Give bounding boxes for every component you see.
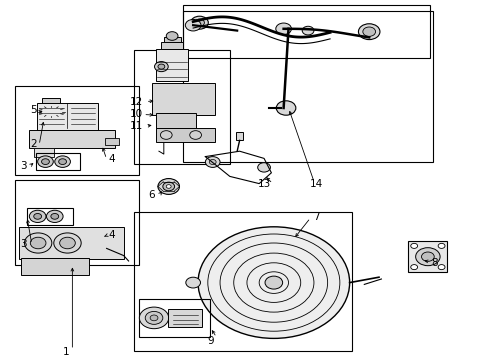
Circle shape xyxy=(358,24,379,40)
Bar xyxy=(235,132,243,140)
Bar xyxy=(183,11,432,162)
Circle shape xyxy=(163,182,174,191)
Circle shape xyxy=(41,159,49,165)
Circle shape xyxy=(60,237,75,249)
Bar xyxy=(41,98,60,103)
Circle shape xyxy=(42,105,60,118)
Circle shape xyxy=(410,243,417,248)
Circle shape xyxy=(55,156,70,167)
Circle shape xyxy=(421,252,433,261)
Bar xyxy=(161,42,183,49)
Text: 4: 4 xyxy=(108,230,115,240)
Bar xyxy=(151,83,215,115)
Bar xyxy=(156,128,215,142)
Text: 8: 8 xyxy=(430,258,437,268)
Bar xyxy=(34,148,54,157)
Circle shape xyxy=(264,276,282,289)
Circle shape xyxy=(362,27,375,36)
Circle shape xyxy=(302,26,313,35)
Bar xyxy=(29,130,115,148)
Bar xyxy=(163,37,181,42)
Circle shape xyxy=(205,157,220,167)
Circle shape xyxy=(38,156,53,167)
Circle shape xyxy=(437,243,444,248)
Circle shape xyxy=(38,102,65,122)
Circle shape xyxy=(154,62,168,72)
Bar xyxy=(37,103,98,130)
Bar xyxy=(407,241,447,272)
Circle shape xyxy=(30,237,46,249)
Circle shape xyxy=(51,213,59,219)
Text: 12: 12 xyxy=(130,96,143,107)
Text: 13: 13 xyxy=(257,179,270,189)
Circle shape xyxy=(158,64,164,69)
Circle shape xyxy=(166,185,171,188)
Circle shape xyxy=(275,23,291,35)
Bar xyxy=(139,299,210,337)
Circle shape xyxy=(190,16,208,29)
Circle shape xyxy=(257,163,270,172)
Text: 11: 11 xyxy=(130,121,143,131)
Circle shape xyxy=(54,233,81,253)
Circle shape xyxy=(209,159,216,165)
Text: 1: 1 xyxy=(62,347,69,357)
Circle shape xyxy=(34,213,41,219)
Circle shape xyxy=(59,159,66,165)
Circle shape xyxy=(185,277,200,288)
Bar xyxy=(183,5,429,58)
Bar xyxy=(134,212,351,351)
Bar xyxy=(21,258,89,275)
Circle shape xyxy=(24,233,52,253)
Circle shape xyxy=(145,311,163,324)
Text: 6: 6 xyxy=(148,190,155,201)
Bar xyxy=(15,180,139,265)
Circle shape xyxy=(166,32,178,40)
Text: 2: 2 xyxy=(30,139,37,149)
Bar xyxy=(167,309,202,327)
Circle shape xyxy=(415,248,439,266)
Text: 3: 3 xyxy=(20,239,27,249)
Circle shape xyxy=(276,101,295,115)
Bar xyxy=(15,86,139,175)
Text: 9: 9 xyxy=(206,336,213,346)
Text: 7: 7 xyxy=(313,212,320,222)
Circle shape xyxy=(160,131,172,139)
Bar xyxy=(19,227,123,259)
Circle shape xyxy=(410,265,417,270)
Text: 5: 5 xyxy=(30,105,37,115)
Circle shape xyxy=(437,265,444,270)
Bar xyxy=(27,208,73,225)
Circle shape xyxy=(158,179,179,194)
Bar xyxy=(156,49,188,81)
Circle shape xyxy=(198,227,349,338)
Circle shape xyxy=(185,19,201,31)
Circle shape xyxy=(150,315,158,321)
Circle shape xyxy=(189,131,201,139)
Bar xyxy=(105,138,119,145)
Circle shape xyxy=(194,19,204,26)
Text: 10: 10 xyxy=(129,109,142,120)
Bar xyxy=(156,113,195,128)
Circle shape xyxy=(29,210,46,222)
Circle shape xyxy=(139,307,168,329)
Bar xyxy=(36,153,80,170)
Text: 3: 3 xyxy=(20,161,27,171)
Circle shape xyxy=(46,210,63,222)
Text: 4: 4 xyxy=(108,154,115,164)
Circle shape xyxy=(47,108,56,115)
Text: 14: 14 xyxy=(309,179,323,189)
Bar xyxy=(134,50,229,164)
